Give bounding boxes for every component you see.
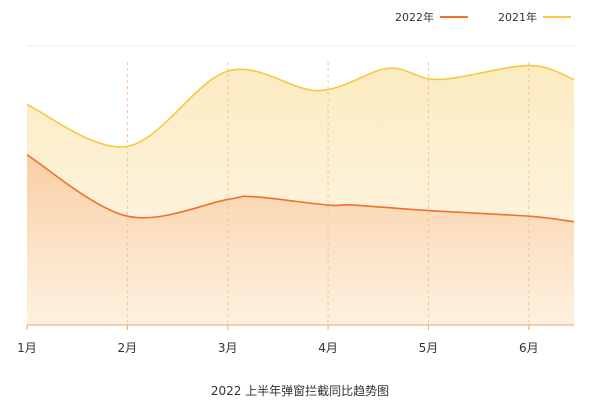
x-tick-label-2: 2月: [118, 341, 138, 355]
area-fill-2022: [27, 154, 574, 325]
line-layer: [26, 64, 575, 223]
vertical-gridlines: [126, 62, 530, 325]
legend-swatch-2021: [543, 16, 571, 18]
x-tick-label-3: 3月: [218, 341, 238, 355]
chart-title: 2022 上半年弹窗拦截同比趋势图: [210, 384, 390, 398]
legend-label-2022: 2022年: [395, 11, 434, 24]
x-tick-label-5: 5月: [419, 341, 439, 355]
legend-label-2021: 2021年: [498, 11, 537, 24]
legend-swatch-2022: [440, 16, 468, 18]
legend-item-2022[interactable]: 2022年: [395, 9, 468, 25]
area-layer: [27, 65, 574, 325]
series-line-2022[interactable]: [26, 154, 575, 223]
x-tick-label-6: 6月: [519, 341, 539, 355]
x-tick-label-4: 4月: [318, 341, 338, 355]
x-axis-ticks: 1月 2月 3月 4月 5月 6月: [17, 325, 539, 355]
x-tick-label-1: 1月: [17, 341, 37, 355]
series-line-2021[interactable]: [26, 64, 575, 148]
legend-item-2021[interactable]: 2021年: [498, 9, 571, 25]
